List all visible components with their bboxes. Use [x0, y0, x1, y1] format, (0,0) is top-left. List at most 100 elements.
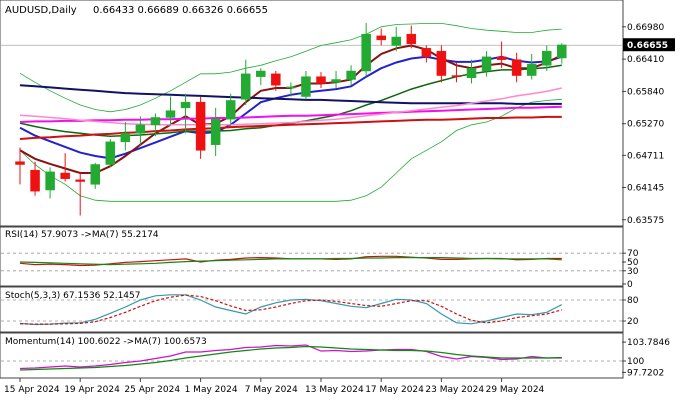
price-panel-title: AUDUSD,Daily — [5, 5, 77, 16]
candle-body — [60, 172, 70, 179]
candle-body — [421, 48, 432, 58]
rsi-ytick-label: 50 — [627, 258, 639, 268]
price-ytick-label: 0.65270 — [627, 120, 664, 130]
candle — [346, 65, 356, 86]
candle-body — [451, 75, 462, 77]
candle-body — [150, 117, 161, 126]
xtick-label: 13 May 2024 — [305, 385, 364, 395]
stoch-stoch-d-line — [19, 294, 562, 325]
candle-body — [286, 86, 296, 89]
stoch-stoch-k-line — [19, 294, 563, 326]
candle — [481, 51, 492, 77]
candle-body — [15, 161, 25, 165]
candle-body — [301, 76, 311, 97]
candle — [120, 122, 131, 151]
stoch-panel — [0, 286, 624, 333]
price-ytick-label: 0.66410 — [627, 55, 664, 65]
momentum-ma-line — [19, 345, 562, 371]
candle — [511, 52, 522, 83]
xtick-label: 15 Apr 2024 — [4, 385, 60, 395]
candle-body — [30, 169, 40, 192]
candle — [15, 147, 25, 185]
candle — [542, 45, 552, 71]
ohlc-readout: 0.66433 0.66689 0.66326 0.66655 — [93, 5, 268, 16]
rsi-ytick-label: 30 — [627, 267, 639, 277]
candle — [271, 71, 281, 91]
candle — [256, 68, 266, 86]
candle-body — [526, 63, 537, 76]
candle — [316, 72, 326, 88]
candle — [45, 167, 55, 199]
candle — [376, 28, 386, 46]
candle — [105, 139, 116, 168]
price-ytick-label: 0.66980 — [627, 23, 664, 33]
candle-body — [225, 100, 236, 120]
stoch-ytick-label: 20 — [627, 317, 639, 327]
candle — [557, 43, 567, 64]
momentum-panel — [0, 332, 624, 379]
candle-body — [180, 101, 191, 109]
candle-body — [542, 50, 552, 66]
price-panel — [0, 0, 624, 227]
candle-body — [361, 33, 371, 72]
candle-body — [496, 56, 507, 60]
candle-body — [195, 101, 206, 151]
candle-body — [45, 171, 55, 191]
candle-body — [436, 50, 447, 76]
candle-body — [511, 59, 522, 76]
price-ytick-label: 0.63575 — [627, 216, 664, 226]
candle — [421, 45, 432, 63]
momentum-ytick-label: 97.7202 — [627, 368, 664, 378]
candle — [225, 93, 236, 125]
candle — [180, 93, 191, 134]
momentum-ytick-label: 103.7846 — [627, 338, 670, 348]
current-price-label: 0.66655 — [627, 41, 668, 51]
candle — [30, 161, 40, 196]
stoch-ytick-label: 80 — [627, 296, 639, 306]
candle-body — [210, 118, 221, 145]
candle-body — [90, 164, 100, 185]
candle — [451, 62, 462, 83]
candle — [195, 96, 206, 159]
current-price-tag — [623, 38, 675, 52]
candle-body — [75, 179, 85, 182]
candle-body — [376, 35, 386, 41]
xtick-label: 19 Apr 2024 — [64, 385, 120, 395]
rsi-panel-title: RSI(14) 57.9073 ->MA(7) 55.2174 — [5, 230, 159, 240]
rsi-ytick-label: 70 — [627, 249, 639, 259]
candle-body — [165, 110, 176, 118]
candle-body — [557, 44, 567, 59]
candle — [135, 116, 146, 145]
rsi-ma-line — [19, 257, 562, 266]
candle — [436, 45, 447, 83]
candle — [496, 41, 507, 69]
candle — [361, 22, 371, 77]
candle — [526, 54, 537, 80]
candle-body — [256, 70, 266, 77]
xtick-label: 23 May 2024 — [425, 385, 484, 395]
candle — [150, 113, 161, 137]
momentum-ytick-label: 100 — [627, 357, 644, 367]
price-bollinger-upper-line — [19, 22, 562, 113]
candle — [331, 71, 341, 88]
price-ma-pink-line — [19, 87, 562, 126]
price-ytick-label: 0.64145 — [627, 183, 664, 193]
stoch-panel-title: Stoch(5,3,3) 67.1536 52.1457 — [5, 291, 140, 301]
candle — [60, 153, 70, 182]
candle — [75, 173, 85, 216]
price-ma-red-line — [19, 115, 562, 140]
candle-body — [120, 133, 131, 143]
price-ma-magenta-line — [19, 105, 562, 123]
candle — [241, 59, 251, 105]
candle — [165, 96, 176, 125]
candle — [286, 82, 296, 97]
candle-body — [466, 67, 477, 79]
candle-body — [406, 33, 417, 45]
candle — [406, 25, 417, 49]
candle-body — [346, 70, 356, 80]
candle-body — [241, 73, 251, 100]
rsi-ytick-label: 0 — [627, 280, 633, 290]
price-ytick-label: 0.64711 — [627, 151, 664, 161]
